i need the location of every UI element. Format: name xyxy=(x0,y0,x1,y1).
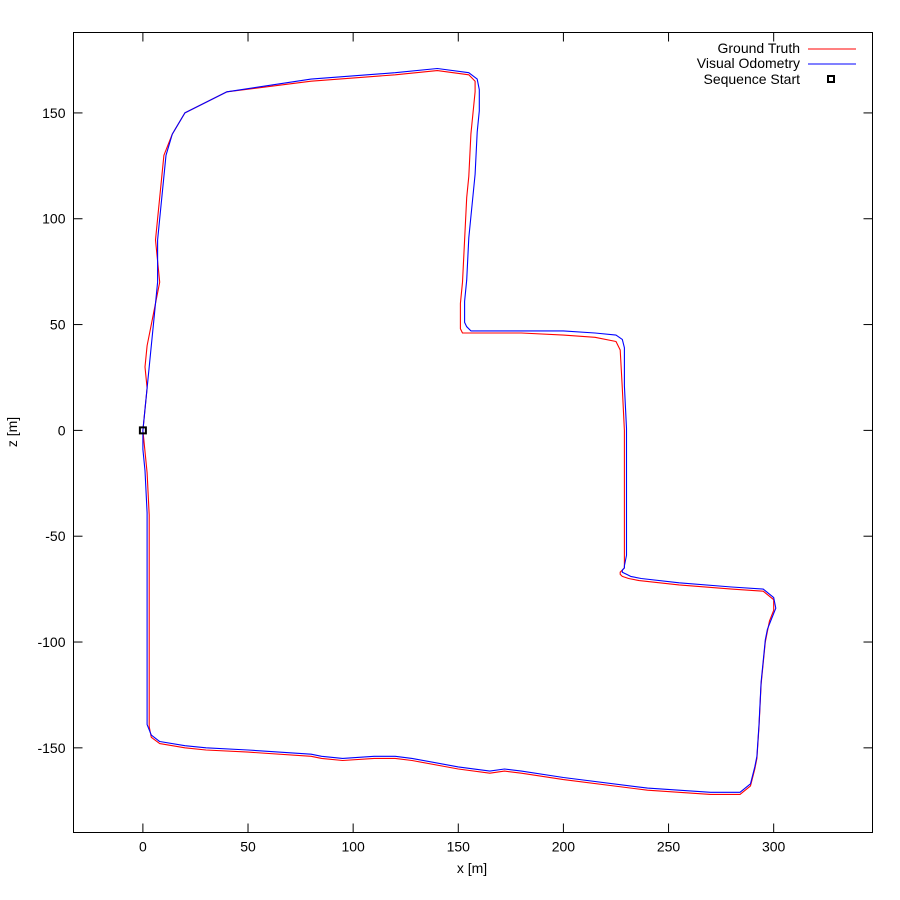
legend-marker-sequence-start xyxy=(827,75,835,83)
y-axis-label: z [m] xyxy=(4,417,20,447)
x-tick-label: 100 xyxy=(341,839,365,855)
y-tick-label: 0 xyxy=(58,422,66,438)
x-tick-label: 200 xyxy=(552,839,576,855)
legend-label-sequence-start: Sequence Start xyxy=(703,71,800,87)
x-tick-label: 0 xyxy=(139,839,147,855)
series-line-visual-odometry xyxy=(142,67,777,793)
x-axis-label: x [m] xyxy=(457,860,487,876)
series-layer xyxy=(142,67,777,795)
y-tick-label: -50 xyxy=(45,528,65,544)
legend-label-visual-odometry: Visual Odometry xyxy=(697,55,800,71)
series-line-ground-truth xyxy=(142,70,775,795)
x-tick-label: 300 xyxy=(762,839,786,855)
y-tick-label: 150 xyxy=(42,105,66,121)
sequence-start-marker xyxy=(138,426,147,435)
y-tick-label: 50 xyxy=(50,317,66,333)
y-axis-ticks: -150 -100 -50 0 50 100 150 xyxy=(37,105,873,756)
marker-layer xyxy=(138,426,147,435)
x-tick-label: 250 xyxy=(657,839,681,855)
legend: Ground Truth Visual Odometry Sequence St… xyxy=(697,40,856,87)
y-tick-label: -150 xyxy=(37,740,65,756)
y-tick-label: -100 xyxy=(37,634,65,650)
legend-label-ground-truth: Ground Truth xyxy=(718,40,801,56)
x-tick-label: 50 xyxy=(240,839,256,855)
y-tick-label: 100 xyxy=(42,211,66,227)
plot-frame xyxy=(73,32,873,833)
x-axis-ticks: 0 50 100 150 200 250 300 xyxy=(139,32,786,855)
x-tick-label: 150 xyxy=(447,839,471,855)
